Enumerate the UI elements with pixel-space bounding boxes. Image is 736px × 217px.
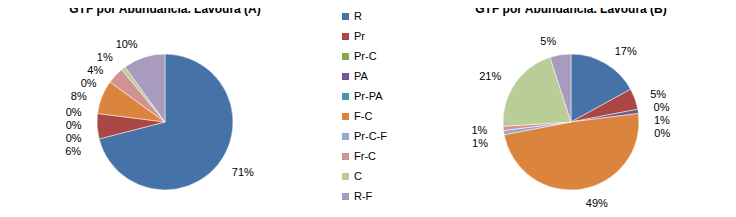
- html-text:C: C: [354, 170, 362, 182]
- svg-text:1%: 1%: [472, 137, 488, 149]
- html-text:R: R: [354, 10, 362, 22]
- svg-text:1%: 1%: [97, 51, 113, 63]
- svg-text:6%: 6%: [65, 145, 81, 157]
- svg-text:0%: 0%: [66, 119, 82, 131]
- html-text:PA: PA: [354, 70, 368, 82]
- svg-text:49%: 49%: [586, 197, 608, 209]
- html-text:GTF por Abundância. Lavoura (A: GTF por Abundância. Lavoura (A): [69, 2, 261, 16]
- svg-text:71%: 71%: [232, 166, 254, 178]
- svg-text:1%: 1%: [471, 124, 487, 136]
- svg-text:10%: 10%: [116, 38, 138, 50]
- html-text:GTF por Abundância. Lavoura (B: GTF por Abundância. Lavoura (B): [475, 2, 667, 16]
- html-text:Pr-C-F: Pr-C-F: [354, 130, 387, 142]
- svg-text:17%: 17%: [615, 45, 637, 57]
- svg-text:5%: 5%: [650, 88, 666, 100]
- svg-text:5%: 5%: [540, 35, 556, 47]
- svg-text:0%: 0%: [654, 127, 670, 139]
- svg-text:0%: 0%: [66, 106, 82, 118]
- html-text:F-C: F-C: [354, 110, 373, 122]
- svg-text:0%: 0%: [654, 101, 670, 113]
- svg-text:21%: 21%: [479, 70, 501, 82]
- html-text:R-F: R-F: [354, 190, 373, 202]
- svg-text:4%: 4%: [87, 64, 103, 76]
- html-text:Pr-C: Pr-C: [354, 50, 377, 62]
- html-text:Pr-PA: Pr-PA: [354, 90, 383, 102]
- svg-text:0%: 0%: [66, 132, 82, 144]
- svg-text:0%: 0%: [81, 77, 97, 89]
- html-text:Fr-C: Fr-C: [354, 150, 376, 162]
- svg-text:1%: 1%: [654, 114, 670, 126]
- svg-text:8%: 8%: [71, 90, 87, 102]
- html-text:Pr: Pr: [354, 30, 365, 42]
